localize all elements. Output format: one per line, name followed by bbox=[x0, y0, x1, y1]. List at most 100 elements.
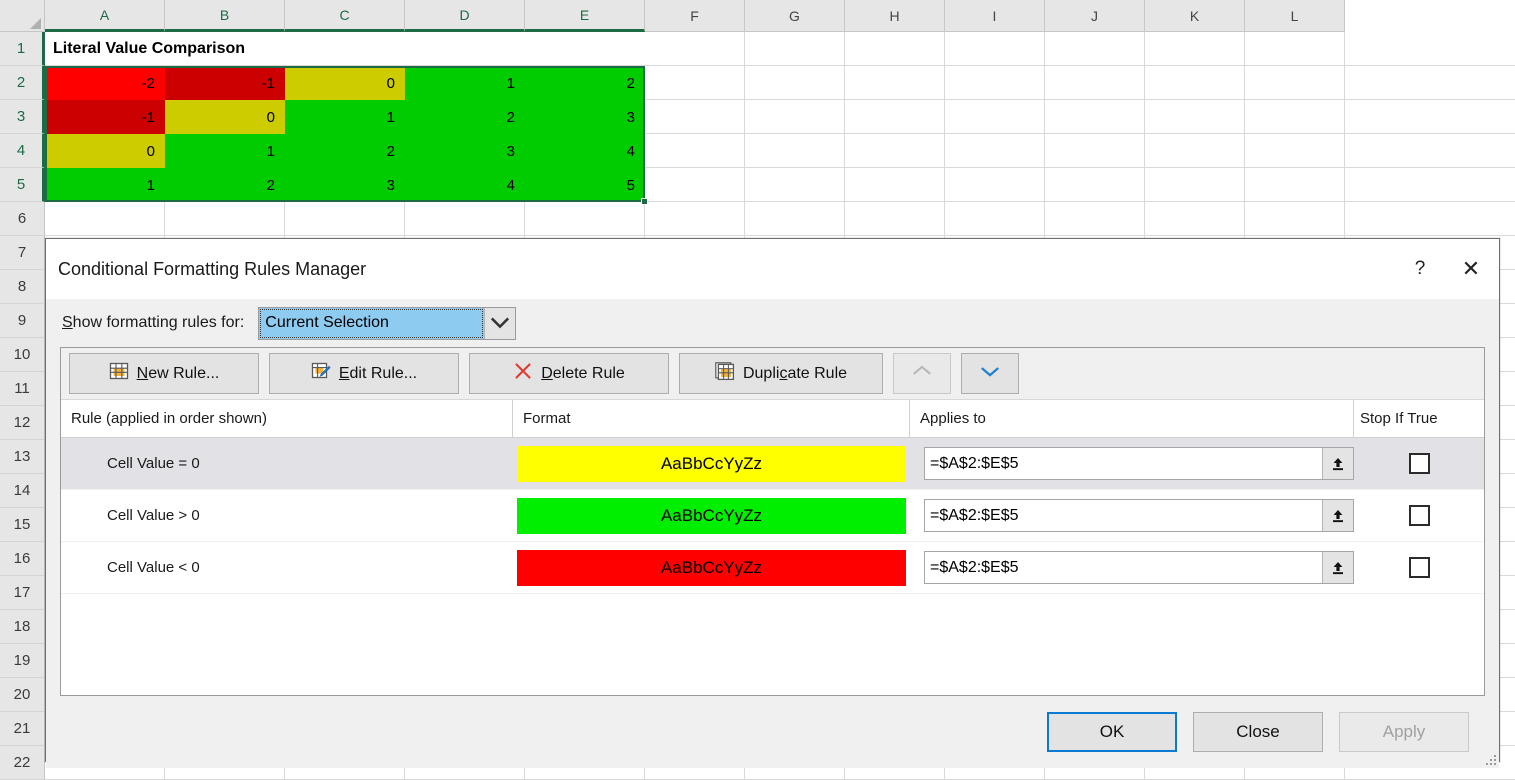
row-header-8[interactable]: 8 bbox=[0, 270, 45, 304]
row-header-6[interactable]: 6 bbox=[0, 202, 45, 236]
cell-J3[interactable] bbox=[1045, 100, 1145, 134]
column-header-E[interactable]: E bbox=[525, 0, 645, 32]
move-rule-down-button[interactable] bbox=[961, 353, 1019, 394]
cell-F3[interactable] bbox=[645, 100, 745, 134]
resize-grip[interactable] bbox=[1484, 753, 1496, 765]
cell-F1[interactable] bbox=[645, 32, 745, 66]
cell-F5[interactable] bbox=[645, 168, 745, 202]
applies-to-input[interactable] bbox=[925, 500, 1322, 531]
cell-G1[interactable] bbox=[745, 32, 845, 66]
column-header-C[interactable]: C bbox=[285, 0, 405, 32]
applies-to-field[interactable] bbox=[924, 447, 1354, 480]
cell-B2[interactable]: -1 bbox=[165, 66, 285, 100]
row-header-16[interactable]: 16 bbox=[0, 542, 45, 576]
cell-G6[interactable] bbox=[745, 202, 845, 236]
column-header-F[interactable]: F bbox=[645, 0, 745, 32]
new-rule-button[interactable]: New Rule... bbox=[69, 353, 259, 394]
range-selector-icon[interactable] bbox=[1322, 448, 1353, 479]
delete-rule-button[interactable]: Delete Rule bbox=[469, 353, 669, 394]
cell-C4[interactable]: 2 bbox=[285, 134, 405, 168]
cell-H5[interactable] bbox=[845, 168, 945, 202]
select-all-corner[interactable] bbox=[0, 0, 45, 32]
cell-K4[interactable] bbox=[1145, 134, 1245, 168]
cell-F6[interactable] bbox=[645, 202, 745, 236]
row-header-14[interactable]: 14 bbox=[0, 474, 45, 508]
cell-B3[interactable]: 0 bbox=[165, 100, 285, 134]
duplicate-rule-button[interactable]: Duplicate Rule bbox=[679, 353, 883, 394]
cell-B4[interactable]: 1 bbox=[165, 134, 285, 168]
cell-B5[interactable]: 2 bbox=[165, 168, 285, 202]
cell-H2[interactable] bbox=[845, 66, 945, 100]
cell-J6[interactable] bbox=[1045, 202, 1145, 236]
help-icon[interactable]: ? bbox=[1414, 258, 1426, 279]
column-header-H[interactable]: H bbox=[845, 0, 945, 32]
rule-row[interactable]: Cell Value > 0 AaBbCcYyZz bbox=[61, 490, 1484, 542]
cell-E3[interactable]: 3 bbox=[525, 100, 645, 134]
cell-I3[interactable] bbox=[945, 100, 1045, 134]
range-selector-icon[interactable] bbox=[1322, 500, 1353, 531]
chevron-down-icon[interactable] bbox=[484, 307, 516, 339]
edit-rule-button[interactable]: Edit Rule... bbox=[269, 353, 459, 394]
stop-if-true-checkbox[interactable] bbox=[1408, 453, 1430, 474]
row-header-9[interactable]: 9 bbox=[0, 304, 45, 338]
cell-G2[interactable] bbox=[745, 66, 845, 100]
applies-to-field[interactable] bbox=[924, 551, 1354, 584]
row-header-1[interactable]: 1 bbox=[0, 32, 45, 66]
format-preview-cell[interactable]: AaBbCcYyZz bbox=[513, 497, 910, 534]
column-header-K[interactable]: K bbox=[1145, 0, 1245, 32]
row-header-11[interactable]: 11 bbox=[0, 372, 45, 406]
cell-A3[interactable]: -1 bbox=[45, 100, 165, 134]
column-header-J[interactable]: J bbox=[1045, 0, 1145, 32]
cell-J4[interactable] bbox=[1045, 134, 1145, 168]
cell-K2[interactable] bbox=[1145, 66, 1245, 100]
row-header-10[interactable]: 10 bbox=[0, 338, 45, 372]
move-rule-up-button[interactable] bbox=[893, 353, 951, 394]
row-header-15[interactable]: 15 bbox=[0, 508, 45, 542]
cell-I2[interactable] bbox=[945, 66, 1045, 100]
cell-I6[interactable] bbox=[945, 202, 1045, 236]
row-header-3[interactable]: 3 bbox=[0, 100, 45, 134]
cell-L1[interactable] bbox=[1245, 32, 1345, 66]
rule-row[interactable]: Cell Value = 0 AaBbCcYyZz bbox=[61, 438, 1484, 490]
applies-to-field[interactable] bbox=[924, 499, 1354, 532]
cell-A5[interactable]: 1 bbox=[45, 168, 165, 202]
column-header-B[interactable]: B bbox=[165, 0, 285, 32]
cell-H6[interactable] bbox=[845, 202, 945, 236]
row-header-4[interactable]: 4 bbox=[0, 134, 45, 168]
row-header-20[interactable]: 20 bbox=[0, 678, 45, 712]
cell-J1[interactable] bbox=[1045, 32, 1145, 66]
row-header-17[interactable]: 17 bbox=[0, 576, 45, 610]
row-header-5[interactable]: 5 bbox=[0, 168, 45, 202]
column-header-G[interactable]: G bbox=[745, 0, 845, 32]
cell-E6[interactable] bbox=[525, 202, 645, 236]
cell-E4[interactable]: 4 bbox=[525, 134, 645, 168]
cell-K5[interactable] bbox=[1145, 168, 1245, 202]
cell-F2[interactable] bbox=[645, 66, 745, 100]
scope-dropdown-value[interactable]: Current Selection bbox=[259, 307, 485, 339]
cell-L6[interactable] bbox=[1245, 202, 1345, 236]
cell-E2[interactable]: 2 bbox=[525, 66, 645, 100]
rule-row[interactable]: Cell Value < 0 AaBbCcYyZz bbox=[61, 542, 1484, 594]
cell-C3[interactable]: 1 bbox=[285, 100, 405, 134]
row-header-12[interactable]: 12 bbox=[0, 406, 45, 440]
cell-K6[interactable] bbox=[1145, 202, 1245, 236]
row-header-2[interactable]: 2 bbox=[0, 66, 45, 100]
applies-to-input[interactable] bbox=[925, 552, 1322, 583]
column-header-I[interactable]: I bbox=[945, 0, 1045, 32]
column-header-L[interactable]: L bbox=[1245, 0, 1345, 32]
cell-D2[interactable]: 1 bbox=[405, 66, 525, 100]
cell-G3[interactable] bbox=[745, 100, 845, 134]
close-button[interactable]: Close bbox=[1193, 712, 1323, 752]
cell-J5[interactable] bbox=[1045, 168, 1145, 202]
cell-J2[interactable] bbox=[1045, 66, 1145, 100]
cell-C5[interactable]: 3 bbox=[285, 168, 405, 202]
cell-D4[interactable]: 3 bbox=[405, 134, 525, 168]
row-header-7[interactable]: 7 bbox=[0, 236, 45, 270]
cell-A2[interactable]: -2 bbox=[45, 66, 165, 100]
stop-if-true-checkbox[interactable] bbox=[1408, 557, 1430, 578]
cell-F4[interactable] bbox=[645, 134, 745, 168]
cell-H1[interactable] bbox=[845, 32, 945, 66]
apply-button[interactable]: Apply bbox=[1339, 712, 1469, 752]
cell-G4[interactable] bbox=[745, 134, 845, 168]
cell-D5[interactable]: 4 bbox=[405, 168, 525, 202]
